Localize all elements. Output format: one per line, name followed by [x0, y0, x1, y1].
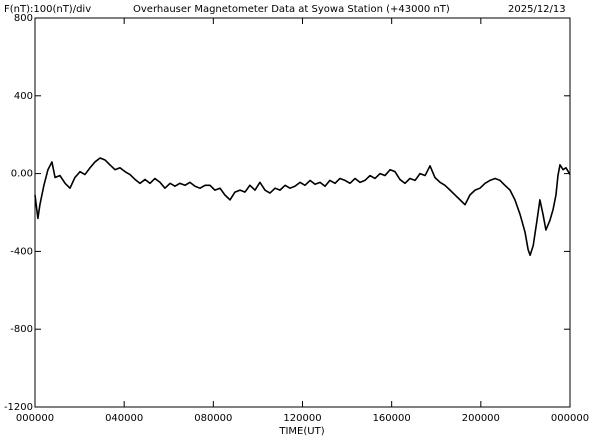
- y-tick-label: 400: [14, 91, 33, 102]
- y-tick-label: -800: [10, 324, 33, 335]
- y-tick-label: -400: [10, 246, 33, 257]
- x-tick-label: 080000: [194, 413, 232, 424]
- x-axis-label: TIME(UT): [278, 426, 324, 437]
- x-tick-label: 040000: [105, 413, 143, 424]
- chart-title: Overhauser Magnetometer Data at Syowa St…: [133, 4, 450, 15]
- x-tick-label: 160000: [373, 413, 411, 424]
- x-tick-label: 120000: [283, 413, 321, 424]
- x-tick-label: 000000: [551, 413, 589, 424]
- x-tick-label: 000000: [16, 413, 54, 424]
- x-tick-label: 200000: [462, 413, 500, 424]
- y-tick-label: 0.00: [11, 169, 33, 180]
- scale-label: F(nT):100(nT)/div: [4, 4, 91, 15]
- y-tick-label: 800: [14, 13, 33, 24]
- y-tick-label: -1200: [4, 402, 33, 413]
- data-line: [34, 157, 571, 257]
- date-label: 2025/12/13: [508, 4, 566, 15]
